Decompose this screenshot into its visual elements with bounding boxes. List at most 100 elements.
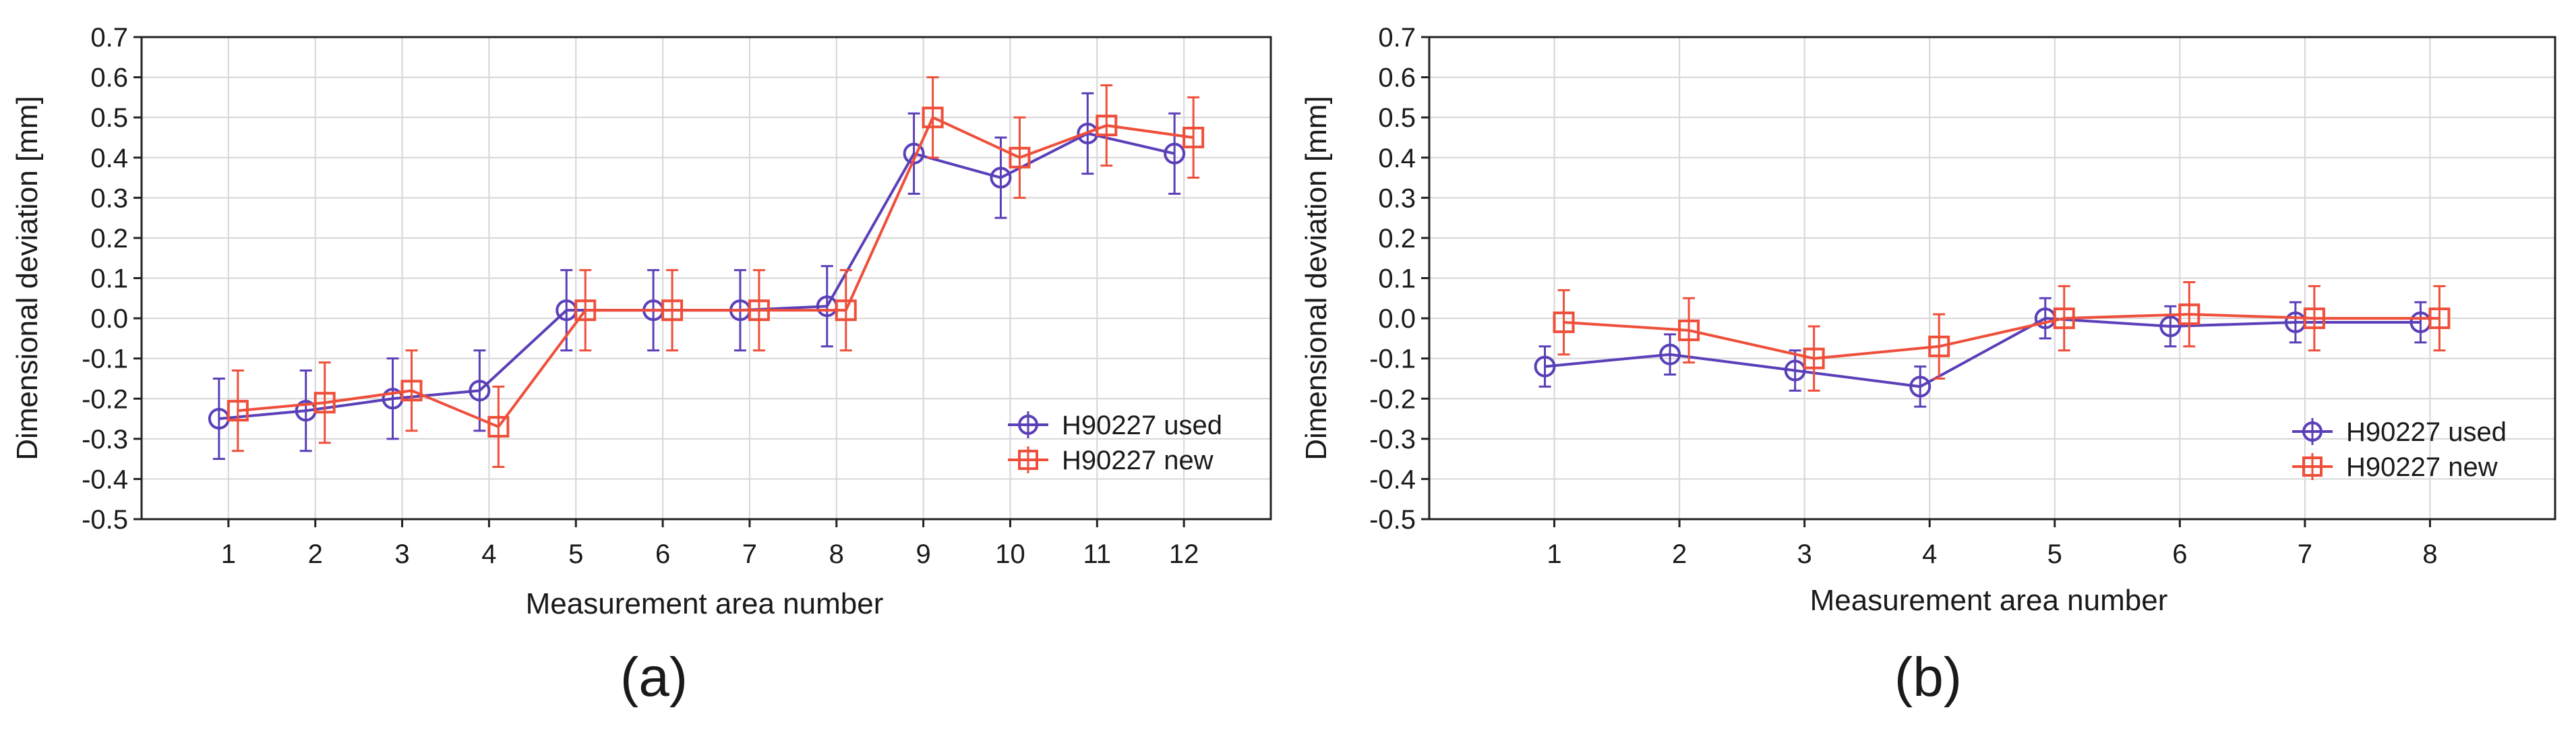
data-point — [208, 408, 230, 430]
series-2 — [227, 76, 1205, 469]
x-tick-label: 10 — [995, 539, 1025, 569]
x-tick-label: 3 — [1797, 539, 1812, 569]
x-tick-label: 5 — [568, 539, 583, 569]
x-axis-label: Measurement area number — [1810, 584, 2168, 617]
data-point — [469, 380, 491, 402]
data-point — [1096, 115, 1118, 137]
series-2 — [1553, 280, 2451, 392]
y-tick-label: 0.4 — [1378, 144, 1416, 173]
x-tick-label: 6 — [655, 539, 670, 569]
legend: H90227 used H90227 new — [1008, 411, 1222, 475]
data-point — [1678, 319, 1700, 341]
x-tick-label: 12 — [1169, 539, 1199, 569]
x-tick-label: 8 — [2422, 539, 2437, 569]
y-tick-label: 0.3 — [1378, 183, 1416, 213]
legend-marker — [2302, 421, 2323, 442]
x-tick-label: 7 — [2298, 539, 2312, 569]
y-tick-label: 0.7 — [1378, 23, 1416, 53]
y-tick-label: -0.4 — [1369, 465, 1416, 494]
legend-label: H90227 used — [2346, 417, 2507, 447]
y-tick-label: 0.3 — [90, 183, 128, 213]
data-point — [661, 299, 684, 322]
data-point — [574, 299, 597, 322]
data-point — [400, 380, 423, 402]
data-point — [2409, 312, 2432, 334]
series-line — [237, 115, 1194, 429]
y-tick-label: -0.2 — [82, 384, 128, 414]
chart-panel-2: -0.5 -0.4 -0.3 -0.2 -0.1 0.0 0.1 0.2 0.3 0.4 0.5 0.… — [1300, 23, 2556, 708]
x-tick-label: 2 — [308, 539, 323, 569]
x-tick-label: 4 — [481, 539, 496, 569]
data-point — [1909, 376, 1931, 398]
panel-label: (a) — [620, 647, 688, 708]
legend-label: H90227 new — [2346, 452, 2498, 482]
x-tick-label: 4 — [1922, 539, 1937, 569]
y-tick-label: -0.2 — [1369, 384, 1416, 414]
y-tick-label: 0.5 — [1378, 103, 1416, 133]
y-tick-label: 0.2 — [90, 224, 128, 254]
y-tick-label: -0.1 — [82, 345, 128, 374]
y-tick-label: 0.2 — [1378, 224, 1416, 254]
data-point — [748, 299, 770, 322]
y-tick-label: -0.3 — [82, 425, 128, 454]
legend-label: H90227 new — [1062, 446, 1214, 475]
y-tick-label: 0.1 — [90, 264, 128, 294]
legend-marker — [1018, 450, 1038, 470]
data-point — [990, 167, 1012, 189]
data-point — [2428, 307, 2451, 330]
legend-marker — [2302, 456, 2323, 477]
data-point — [2159, 316, 2182, 337]
y-tick-label: 0.0 — [90, 304, 128, 334]
data-point — [556, 299, 578, 322]
data-point — [1009, 146, 1031, 169]
x-tick-label: 3 — [394, 539, 409, 569]
data-point — [2284, 312, 2306, 334]
data-point — [2303, 307, 2325, 330]
data-point — [922, 107, 944, 129]
y-axis-label: Dimensional deviation [mm] — [11, 96, 44, 460]
data-point — [1534, 355, 1556, 378]
data-point — [1659, 343, 1681, 365]
y-tick-label: -0.5 — [82, 505, 128, 535]
series-line — [1563, 313, 2440, 360]
y-axis-label: Dimensional deviation [mm] — [1300, 96, 1333, 460]
x-tick-label: 1 — [1547, 539, 1561, 569]
x-tick-label: 1 — [221, 539, 236, 569]
x-tick-label: 11 — [1083, 539, 1112, 569]
y-tick-label: -0.4 — [82, 465, 128, 494]
data-point — [816, 295, 838, 318]
data-point — [487, 415, 510, 438]
y-tick-label: -0.1 — [1369, 345, 1416, 374]
series-1 — [208, 92, 1186, 461]
x-tick-label: 7 — [742, 539, 757, 569]
legend-marker — [1018, 415, 1038, 435]
legend-label: H90227 used — [1062, 411, 1222, 440]
y-tick-label: -0.3 — [1369, 425, 1416, 454]
series-1 — [1534, 297, 2432, 408]
data-point — [313, 392, 336, 414]
x-tick-label: 8 — [829, 539, 844, 569]
data-point — [1182, 126, 1205, 148]
data-point — [2178, 303, 2200, 326]
data-point — [1553, 312, 1575, 334]
data-point — [1164, 142, 1186, 165]
data-point — [227, 400, 249, 422]
y-tick-label: 0.1 — [1378, 264, 1416, 294]
x-tick-label: 2 — [1672, 539, 1687, 569]
chart-panel-1: -0.5 -0.4 -0.3 -0.2 -0.1 0.0 0.1 0.2 0.3 0.4 0.5 0.… — [11, 23, 1272, 708]
y-tick-label: 0.5 — [90, 103, 128, 133]
data-point — [835, 299, 857, 322]
data-point — [1928, 335, 1950, 357]
x-tick-label: 5 — [2047, 539, 2062, 569]
y-tick-label: 0.0 — [1378, 304, 1416, 334]
data-point — [1803, 347, 1825, 369]
x-tick-label: 6 — [2172, 539, 2187, 569]
panel-label: (b) — [1894, 647, 1962, 708]
legend: H90227 used H90227 new — [2292, 417, 2507, 482]
y-tick-label: 0.6 — [1378, 63, 1416, 93]
y-tick-label: 0.6 — [90, 63, 128, 93]
data-point — [2053, 307, 2075, 330]
data-point — [1784, 359, 1806, 382]
